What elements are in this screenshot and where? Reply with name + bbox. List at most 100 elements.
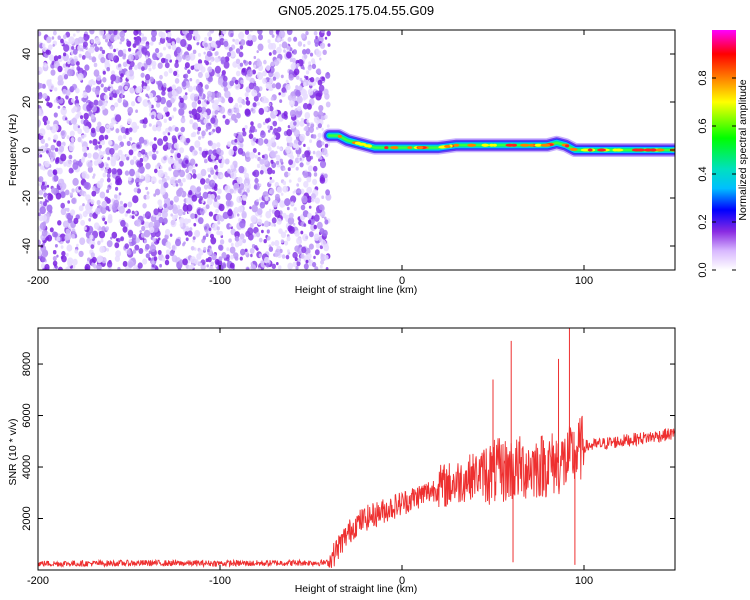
noise-speckle [42,115,49,123]
noise-speckle [249,206,252,210]
noise-speckle [217,188,222,195]
noise-speckle [187,69,191,74]
noise-speckle [125,70,130,77]
noise-speckle [98,144,102,149]
x-tick-label: -200 [27,275,49,287]
noise-speckle [171,245,176,250]
noise-speckle [265,262,270,268]
noise-speckle [316,68,321,74]
noise-speckle [322,49,327,55]
noise-speckle [143,229,151,238]
noise-speckle [295,89,301,97]
noise-speckle [135,65,139,69]
noise-speckle [208,227,212,232]
signal-hotspot [565,144,570,148]
noise-speckle [284,229,288,233]
noise-speckle [155,120,162,129]
noise-speckle [150,104,154,109]
noise-speckle [196,79,199,83]
noise-speckle [119,200,123,205]
noise-speckle [108,140,113,146]
noise-speckle [233,182,240,191]
noise-speckle [299,162,304,168]
noise-speckle [279,158,283,163]
noise-speckle [234,138,238,143]
noise-speckle [267,129,271,133]
colorbar-label: Normalized spectral amplitude [737,79,749,220]
noise-speckle [93,222,100,230]
noise-speckle [223,40,229,48]
noise-speckle [281,254,286,259]
noise-speckle [89,30,95,35]
noise-speckle [110,80,114,85]
noise-speckle [219,239,225,245]
noise-speckle [270,42,277,50]
noise-speckle [126,140,131,147]
noise-speckle [169,233,173,237]
noise-speckle [83,119,89,127]
noise-speckle [115,48,119,52]
noise-speckle [216,147,222,155]
noise-speckle [261,229,264,234]
noise-speckle [268,246,274,252]
noise-speckle [165,228,171,236]
noise-speckle [228,96,234,104]
noise-speckle [194,229,201,238]
noise-speckle [300,117,304,122]
noise-speckle [49,126,53,131]
noise-speckle [229,188,234,194]
noise-speckle [65,253,69,257]
noise-speckle [319,57,322,61]
noise-speckle [62,34,67,40]
noise-speckle [55,157,60,163]
noise-speckle [109,87,113,92]
noise-speckle [46,184,50,188]
noise-speckle [228,149,234,156]
noise-speckle [87,166,93,173]
noise-speckle [67,200,71,204]
noise-speckle [266,167,273,175]
noise-speckle [248,82,255,90]
noise-speckle [52,260,58,267]
noise-speckle [317,123,322,129]
noise-speckle [142,154,146,158]
noise-speckle [193,85,197,91]
noise-speckle [38,239,41,246]
noise-speckle [99,246,105,253]
noise-speckle [137,262,143,269]
noise-speckle [101,200,108,208]
noise-speckle [162,217,168,225]
noise-speckle [253,95,259,102]
noise-speckle [207,167,211,173]
noise-speckle [46,150,49,154]
spectrogram-ylabel: Frequency (Hz) [7,114,19,186]
noise-speckle [120,236,125,242]
noise-speckle [96,263,102,270]
noise-speckle [127,54,134,62]
noise-speckle [257,43,264,51]
noise-speckle [232,38,235,42]
noise-speckle [192,124,196,128]
noise-speckle [38,31,42,37]
noise-speckle [180,117,186,124]
noise-speckle [228,238,232,243]
noise-speckle [189,78,193,82]
noise-speckle [38,119,42,127]
noise-speckle [306,155,312,162]
noise-speckle [153,256,158,262]
noise-speckle [281,87,287,93]
noise-speckle [49,151,56,160]
noise-speckle [301,246,307,254]
noise-speckle [148,250,152,254]
noise-speckle [61,250,66,257]
noise-speckle [269,125,273,131]
noise-speckle [145,243,150,250]
noise-speckle [105,226,109,231]
noise-speckle [194,140,201,148]
signal-hotspot [337,134,342,138]
noise-speckle [204,158,208,164]
noise-speckle [150,176,157,184]
noise-speckle [204,84,209,90]
noise-speckle [271,34,275,38]
noise-speckle [271,241,275,246]
